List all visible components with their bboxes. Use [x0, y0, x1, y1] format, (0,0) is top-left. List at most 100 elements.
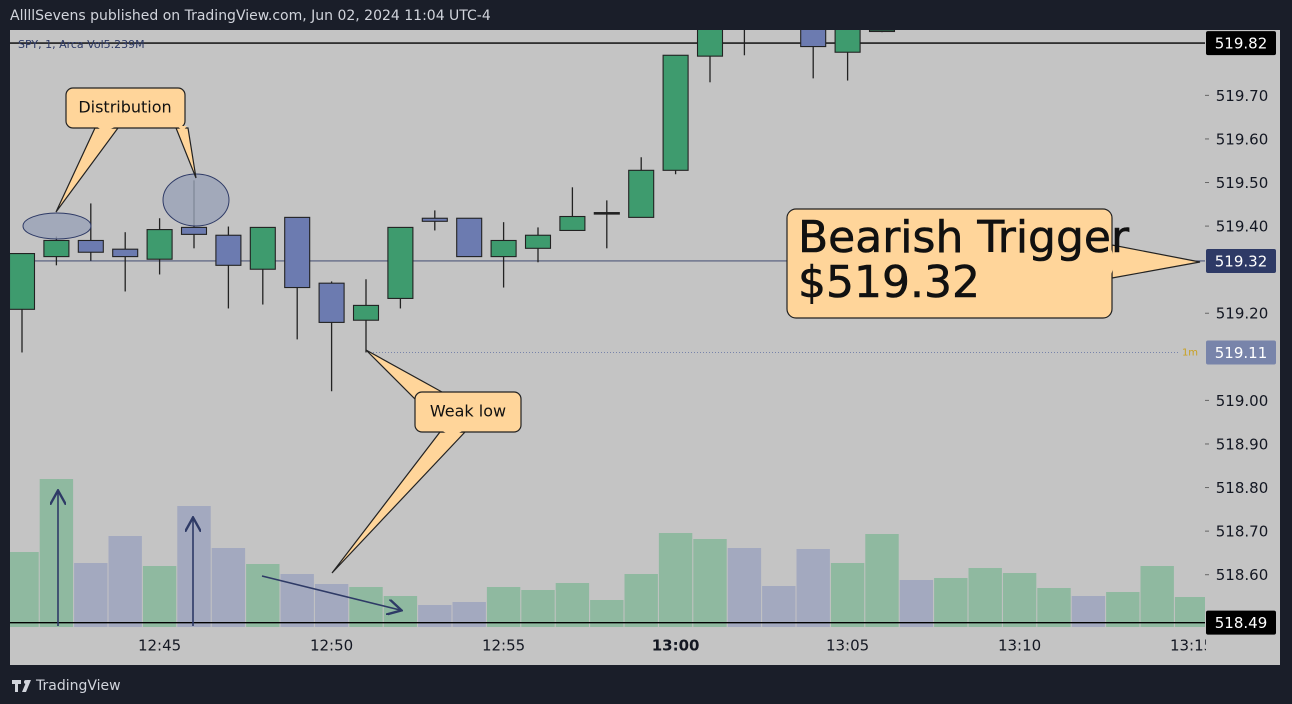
candle-body — [559, 215, 586, 232]
callout-seam — [441, 430, 464, 437]
price-tag — [1206, 340, 1276, 365]
price-tag-label: 519.11 — [1215, 344, 1268, 362]
volume-arrow — [261, 575, 400, 610]
y-tick-label: 519.60 — [1216, 130, 1269, 148]
volume-bar — [142, 566, 177, 627]
distribution-ellipse — [162, 173, 230, 227]
y-tick-label: 519.00 — [1216, 392, 1269, 410]
logo — [24, 680, 28, 684]
callout-title: Bearish Trigger — [798, 212, 1130, 263]
candle-body — [593, 212, 620, 215]
y-tick-label: 518.60 — [1216, 566, 1269, 584]
candle-body — [318, 282, 345, 323]
candle-body — [352, 304, 380, 321]
volume-bar — [418, 605, 452, 627]
x-tick-label: 12:50 — [310, 637, 353, 655]
volume-bar — [727, 548, 762, 627]
x-tick-label: 13:00 — [652, 637, 700, 655]
candle-body — [868, 30, 896, 33]
candle-body — [800, 30, 827, 48]
callout-seam — [96, 126, 117, 132]
y-tick-label: 518.90 — [1216, 435, 1269, 453]
volume-bar — [555, 583, 590, 627]
volume-bar — [1140, 566, 1174, 627]
volume-layer — [10, 479, 1205, 627]
footer: TradingView — [12, 678, 121, 694]
volume-bar — [177, 506, 211, 627]
volume-bar — [521, 590, 555, 627]
price-tag-label: 519.32 — [1215, 252, 1268, 270]
y-tick-label: 519.40 — [1216, 218, 1269, 236]
candle-body — [10, 252, 36, 310]
candle-body — [387, 226, 414, 299]
candle-body — [490, 239, 517, 258]
axis-edge-mask — [1206, 630, 1280, 664]
candle-body — [180, 226, 208, 235]
candle-body — [628, 169, 655, 218]
volume-bar — [280, 574, 314, 627]
callout-seam — [177, 126, 187, 131]
callout-seam — [417, 394, 440, 404]
volume-bar — [1002, 573, 1037, 627]
volume-bar — [211, 548, 246, 627]
volume-bar — [796, 549, 830, 627]
volume-bar — [865, 534, 899, 627]
candle-body — [77, 239, 104, 253]
volume-bar — [658, 533, 693, 627]
distribution-callout: Distribution — [55, 87, 197, 213]
y-tick-label: 518.70 — [1216, 523, 1269, 541]
header: AllllSevens published on TradingView.com… — [10, 8, 491, 24]
volume-bar — [108, 536, 142, 627]
distribution-ellipse — [22, 212, 92, 240]
price-tag — [1206, 31, 1276, 56]
weak-low-callout: Weak low — [331, 349, 522, 574]
axis-layer: 518.60 518.70 518.80 518.90 519.00 519.20 519.… — [138, 31, 1280, 664]
candle-body — [696, 30, 724, 57]
volume-bar — [74, 563, 108, 627]
volume-bar — [1106, 592, 1140, 627]
candle-body — [421, 217, 448, 222]
volume-bar — [486, 587, 521, 627]
candle-body — [215, 234, 242, 266]
volume-bar — [1071, 596, 1106, 627]
volume-bar — [934, 578, 968, 627]
footer-text: TradingView — [35, 678, 121, 694]
candle-body — [112, 248, 139, 258]
price-tag-label: 519.82 — [1215, 35, 1268, 53]
volume-bar — [830, 563, 865, 627]
x-tick-label: 13:05 — [826, 637, 869, 655]
x-tick-label: 12:45 — [138, 637, 181, 655]
volume-bar — [10, 552, 39, 627]
callout-seam — [1110, 246, 1116, 277]
y-tick-label: 518.80 — [1216, 479, 1269, 497]
candle-body — [249, 226, 276, 270]
candle-body — [834, 30, 861, 53]
volume-bar — [968, 568, 1002, 627]
price-line-tag: 1m — [1182, 347, 1198, 358]
price-tag — [1206, 248, 1276, 273]
volume-bar — [39, 479, 74, 627]
x-tick-label: 13:10 — [998, 637, 1041, 655]
volume-bar — [624, 574, 658, 627]
volume-bar — [762, 586, 796, 627]
y-tick-label: 519.50 — [1216, 174, 1269, 192]
candle-body — [662, 54, 689, 171]
candle-body — [43, 239, 70, 258]
callout-text: Distribution — [78, 98, 171, 117]
volume-bar — [693, 539, 727, 627]
candle-body — [456, 217, 483, 258]
y-tick-label: 519.20 — [1216, 305, 1269, 323]
callout-text: Weak low — [430, 402, 506, 421]
price-tag — [1206, 610, 1276, 635]
callout-box — [414, 391, 522, 433]
x-tick-label: 12:55 — [482, 637, 525, 655]
y-tick-label: 519.70 — [1216, 87, 1269, 105]
volume-bar — [349, 587, 383, 627]
volume-bar — [899, 580, 934, 627]
trigger-callout: Bearish Trigger $519.32 — [786, 208, 1201, 319]
callout-box — [65, 87, 186, 129]
volume-bar — [1037, 588, 1071, 627]
x-tick-label: 13:15 — [1170, 637, 1213, 655]
